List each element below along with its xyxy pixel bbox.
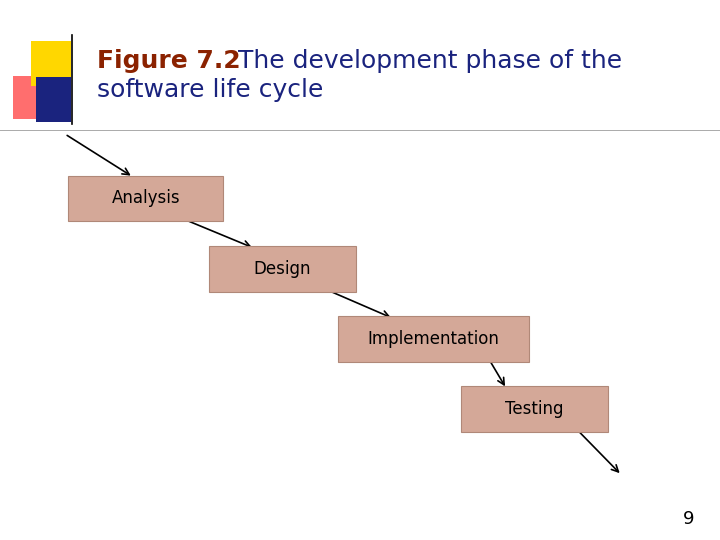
Text: Testing: Testing xyxy=(505,400,564,418)
FancyBboxPatch shape xyxy=(68,176,223,221)
Text: Analysis: Analysis xyxy=(112,190,180,207)
Text: Design: Design xyxy=(254,260,311,278)
Text: The development phase of the: The development phase of the xyxy=(238,49,622,72)
FancyBboxPatch shape xyxy=(209,246,356,292)
Text: Figure 7.2: Figure 7.2 xyxy=(97,49,240,72)
Bar xyxy=(13,76,55,119)
Text: 9: 9 xyxy=(683,510,695,528)
Bar xyxy=(31,40,71,86)
Bar xyxy=(36,77,71,122)
FancyBboxPatch shape xyxy=(461,386,608,432)
FancyBboxPatch shape xyxy=(338,316,529,362)
Text: Implementation: Implementation xyxy=(368,330,500,348)
Text: software life cycle: software life cycle xyxy=(97,78,323,102)
